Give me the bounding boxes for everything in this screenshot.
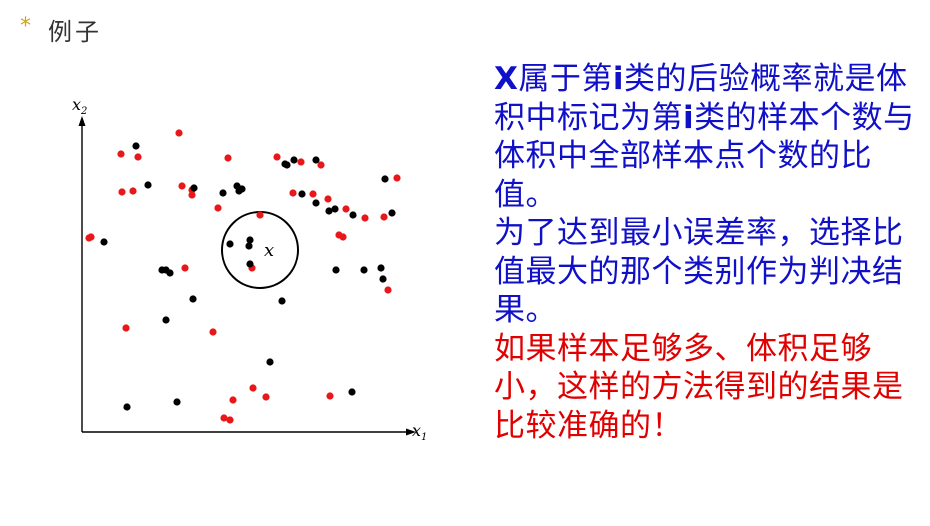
black-sample-point	[132, 142, 140, 150]
y-axis-label: x2	[72, 95, 87, 117]
red-sample-point	[226, 416, 234, 424]
x-axis-label: x1	[412, 421, 427, 443]
black-sample-point	[245, 242, 253, 250]
black-sample-point	[298, 190, 306, 198]
red-sample-point	[129, 187, 137, 195]
red-sample-point	[214, 204, 222, 212]
red-sample-point	[188, 191, 196, 199]
red-sample-point	[262, 393, 270, 401]
black-sample-point	[226, 240, 234, 248]
red-sample-point	[273, 153, 281, 161]
red-sample-point	[309, 190, 317, 198]
black-sample-point	[166, 269, 174, 277]
red-sample-point	[339, 233, 347, 241]
red-sample-point	[297, 158, 305, 166]
black-sample-point	[190, 184, 198, 192]
black-sample-point	[325, 207, 333, 215]
red-sample-point	[361, 214, 369, 222]
black-sample-point	[123, 403, 131, 411]
black-sample-point	[246, 236, 254, 244]
red-sample-point	[289, 189, 297, 197]
x-axis-arrow	[406, 428, 416, 436]
black-sample-point	[312, 156, 320, 164]
volume-circle	[221, 211, 299, 289]
red-sample-point	[224, 154, 232, 162]
text-i-2: i	[683, 99, 695, 136]
red-sample-point	[342, 205, 350, 213]
slide-heading: 例子	[48, 18, 102, 46]
black-sample-point	[100, 238, 108, 246]
paragraph-posterior: X属于第i类的后验概率就是体积中标记为第i类的样本个数与体积中全部样本点个数的比…	[494, 60, 918, 214]
black-sample-point	[144, 181, 152, 189]
black-sample-point	[331, 205, 339, 213]
black-sample-point	[290, 156, 298, 164]
red-sample-point	[209, 328, 217, 336]
black-sample-point	[246, 260, 254, 268]
red-sample-point	[134, 153, 142, 161]
black-sample-point	[189, 295, 197, 303]
red-sample-point	[117, 150, 125, 158]
red-sample-point	[122, 324, 130, 332]
black-sample-point	[381, 175, 389, 183]
red-sample-point	[256, 211, 264, 219]
black-sample-point	[173, 398, 181, 406]
black-sample-point	[266, 358, 274, 366]
red-sample-point	[85, 234, 93, 242]
axes: x2 x1	[72, 95, 427, 443]
explanation-text: X属于第i类的后验概率就是体积中标记为第i类的样本个数与体积中全部样本点个数的比…	[494, 60, 918, 445]
black-sample-point	[360, 266, 368, 274]
black-sample-point	[162, 316, 170, 324]
text-part-b: 类的后验概率就是体积中标记为第	[494, 61, 908, 136]
center-point-label: x	[264, 240, 274, 261]
bullet-icon: *	[20, 14, 31, 39]
scatter-chart-svg: x2 x1 x	[72, 95, 427, 443]
black-sample-point	[348, 388, 356, 396]
red-sample-point	[393, 174, 401, 182]
red-sample-point	[220, 414, 228, 422]
paragraph-decision: 为了达到最小误差率，选择比值最大的那个类别作为判决结果。	[494, 215, 904, 328]
scatter-plot: x2 x1 x	[60, 88, 440, 458]
black-sample-point	[219, 189, 227, 197]
text-i: i	[612, 61, 625, 97]
red-sample-point	[326, 392, 334, 400]
black-sample-point	[377, 264, 385, 272]
black-sample-point	[388, 209, 396, 217]
red-sample-point	[118, 188, 126, 196]
red-sample-point	[181, 264, 189, 272]
text-x: X	[494, 61, 519, 97]
text-part-a: 属于第	[518, 61, 613, 97]
red-sample-point	[384, 286, 392, 294]
black-sample-point	[332, 266, 340, 274]
black-sample-point	[238, 185, 246, 193]
black-sample-point	[349, 211, 357, 219]
red-sample-point	[249, 384, 257, 392]
data-points	[85, 129, 401, 424]
paragraph-conclusion: 如果样本足够多、体积足够小，这样的方法得到的结果是比较准确的！	[494, 330, 904, 444]
black-sample-point	[379, 275, 387, 283]
red-sample-point	[317, 161, 325, 169]
y-axis-arrow	[78, 116, 86, 126]
text-part-c: 类的样本个数与体积中全部样本点个数的比值。	[494, 99, 915, 213]
red-sample-point	[175, 129, 183, 137]
black-sample-point	[312, 199, 320, 207]
black-sample-point	[278, 297, 286, 305]
red-sample-point	[324, 195, 332, 203]
red-sample-point	[229, 396, 237, 404]
red-sample-point	[380, 213, 388, 221]
black-sample-point	[283, 161, 291, 169]
red-sample-point	[178, 182, 186, 190]
